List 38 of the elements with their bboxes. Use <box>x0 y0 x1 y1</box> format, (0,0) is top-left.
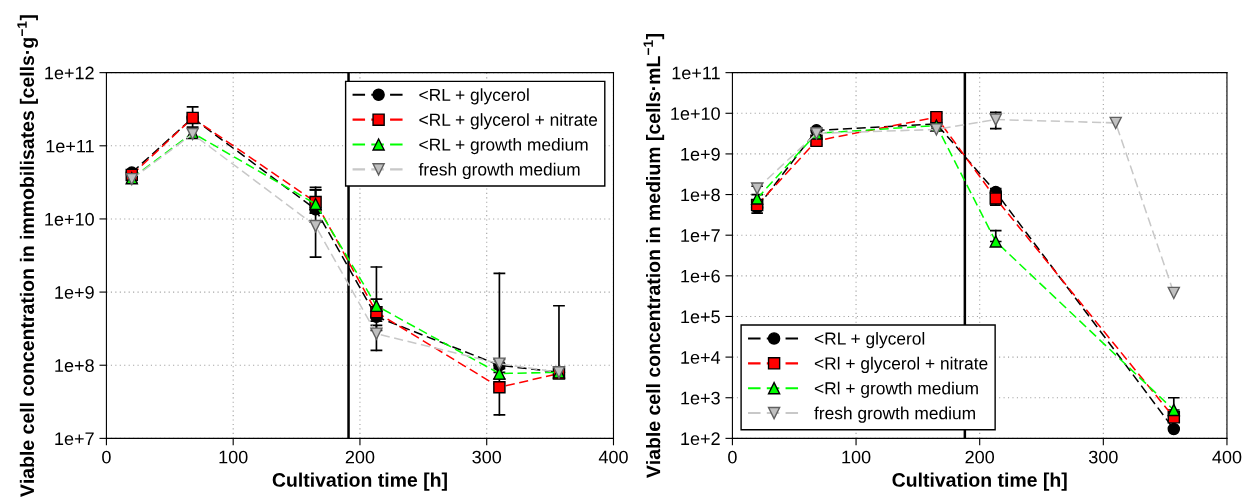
y-axis-title: Viable cell concentration in immobilisates [cells·g$^{−1}$] <box>17 15 39 497</box>
y-axis-title: Viable cell concentration in medium [cells·mL$^{−1}$] <box>643 34 665 479</box>
legend-label: <RL + glycerol <box>419 88 529 105</box>
y-tick-label: 1e+9 <box>681 147 720 161</box>
y-tick-label: 1e+10 <box>671 107 720 120</box>
legend-label: <RL + glycerol <box>814 331 925 349</box>
y-tick-label: 1e+7 <box>55 432 94 446</box>
y-tick-label: 1e+7 <box>681 229 720 242</box>
y-tick-label: 1e+9 <box>55 286 94 299</box>
x-axis-title: Cultivation time [h] <box>272 472 447 491</box>
x-tick-label: 0 <box>102 450 111 464</box>
y-tick-label: 1e+10 <box>45 212 94 226</box>
y-tick-label: 1e+5 <box>681 310 720 324</box>
x-tick-label: 100 <box>219 450 248 464</box>
y-tick-label: 1e+3 <box>681 391 720 405</box>
y-tick-label: 1e+11 <box>672 66 720 80</box>
y-tick-label: 1e+8 <box>681 188 720 202</box>
legend-label: <RL + growth medium <box>419 138 588 155</box>
y-tick-label: 1e+11 <box>46 139 94 153</box>
legend-label: fresh growth medium <box>418 162 580 180</box>
y-tick-label: 1e+4 <box>681 351 721 364</box>
y-tick-label: 1e+2 <box>681 432 720 446</box>
legend-label: <RL + glycerol + nitrate <box>419 113 598 130</box>
x-tick-label: 400 <box>598 450 628 464</box>
x-tick-label: 100 <box>842 450 871 464</box>
x-tick-label: 300 <box>472 450 502 464</box>
y-tick-label: 1e+6 <box>681 269 720 283</box>
legend-label: <Rl + glycerol + nitrate <box>814 356 988 374</box>
y-tick-label: 1e+12 <box>45 66 94 80</box>
y-tick-label: 1e+8 <box>55 359 94 372</box>
x-tick-label: 400 <box>1212 450 1242 464</box>
x-tick-label: 300 <box>1088 450 1118 464</box>
legend-label: fresh growth medium <box>814 406 975 423</box>
x-tick-label: 0 <box>728 450 737 464</box>
x-axis-title: Cultivation time [h] <box>892 472 1067 491</box>
x-tick-label: 200 <box>965 450 995 464</box>
x-tick-label: 200 <box>345 450 375 464</box>
legend-label: <Rl + growth medium <box>814 381 978 398</box>
